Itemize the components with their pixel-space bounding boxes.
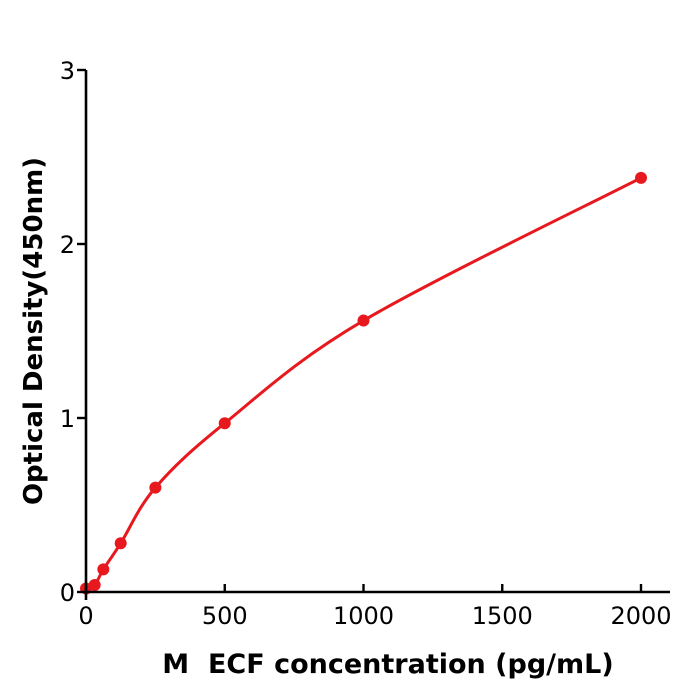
- x-tick-label: 2000: [610, 602, 671, 630]
- data-point: [149, 481, 162, 494]
- data-point: [635, 171, 647, 184]
- fit-curve-line: [84, 176, 643, 591]
- x-axis-tick-labels: 0 500 1000 1500 2000: [78, 602, 671, 630]
- data-point: [218, 417, 231, 430]
- data-point: [97, 563, 110, 576]
- y-tick-label: 3: [60, 57, 75, 85]
- y-tick-label: 1: [60, 405, 75, 433]
- y-axis-tick-labels: 0 1 2 3: [60, 57, 75, 607]
- data-series: [80, 171, 647, 595]
- x-axis-label: M ECF concentration (pg/mL): [162, 649, 613, 680]
- y-axis-label: Optical Density(450nm): [19, 157, 49, 505]
- x-tick-label: 0: [78, 602, 93, 630]
- y-tick-label: 2: [60, 231, 75, 259]
- y-tick-label: 0: [60, 579, 75, 607]
- data-point: [114, 537, 127, 550]
- x-tick-label: 1500: [472, 602, 533, 630]
- data-point: [88, 579, 101, 592]
- x-tick-label: 500: [202, 602, 248, 630]
- x-tick-label: 1000: [333, 602, 394, 630]
- axes: [77, 68, 670, 600]
- data-point: [357, 314, 370, 327]
